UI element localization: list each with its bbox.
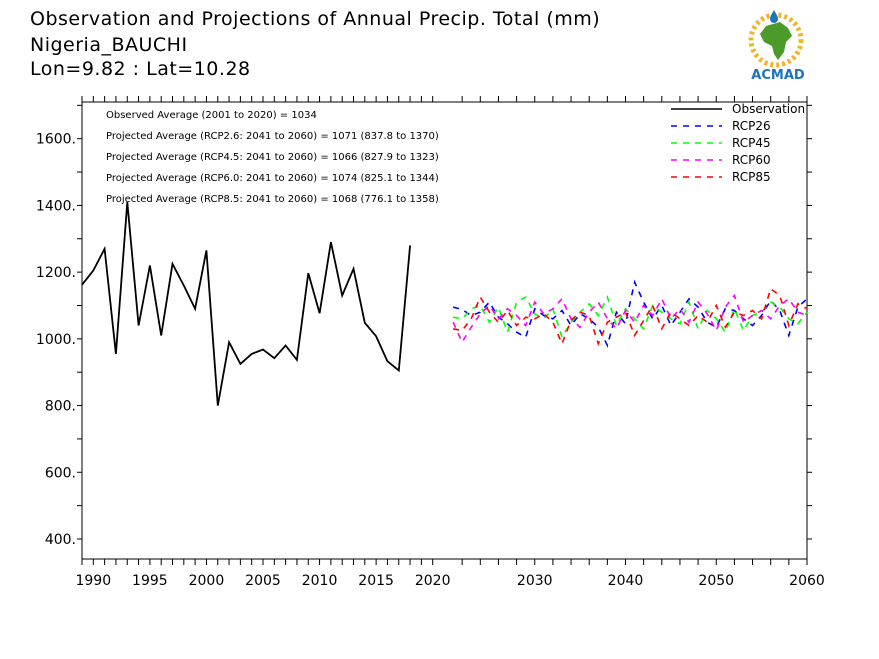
plot-frame xyxy=(81,101,808,560)
x-tick-label: 2000 xyxy=(189,573,225,589)
legend-label: RCP45 xyxy=(732,136,771,150)
chart-subtitle-coordinates: Lon=9.82 : Lat=10.28 xyxy=(30,58,251,80)
legend-label: Observation xyxy=(732,102,805,116)
average-annotation: Projected Average (RCP2.6: 2041 to 2060)… xyxy=(106,131,439,142)
y-tick-label: 400. xyxy=(45,532,76,548)
average-annotation: Projected Average (RCP8.5: 2041 to 2060)… xyxy=(106,194,439,205)
x-tick-label: 2015 xyxy=(358,573,394,589)
chart-subtitle-location: Nigeria_BAUCHI xyxy=(30,34,188,56)
legend-label: RCP85 xyxy=(732,170,771,184)
x-tick-label: 2050 xyxy=(698,573,734,589)
y-tick-label: 1000. xyxy=(36,332,76,348)
y-tick-label: 1400. xyxy=(36,198,76,214)
legend-label: RCP60 xyxy=(732,153,771,167)
average-annotation: Projected Average (RCP4.5: 2041 to 2060)… xyxy=(106,152,439,163)
x-tick-label: 2040 xyxy=(608,573,644,589)
y-tick-label: 1200. xyxy=(36,265,76,281)
y-tick-label: 800. xyxy=(45,399,76,415)
acmad-logo-text: ACMAD xyxy=(751,68,805,83)
average-annotation: Projected Average (RCP6.0: 2041 to 2060)… xyxy=(106,173,439,184)
x-tick-label: 2005 xyxy=(245,573,281,589)
x-tick-label: 2020 xyxy=(415,573,451,589)
chart-title: Observation and Projections of Annual Pr… xyxy=(30,8,601,30)
x-tick-label: 1995 xyxy=(132,573,168,589)
legend-label: RCP26 xyxy=(732,119,771,133)
x-tick-label: 2030 xyxy=(517,573,553,589)
y-tick-label: 1600. xyxy=(36,132,76,148)
x-tick-label: 2060 xyxy=(789,573,825,589)
x-tick-label: 2010 xyxy=(302,573,338,589)
series-line-rcp85 xyxy=(452,287,808,347)
series-line-observation xyxy=(81,202,411,406)
series-line-rcp60 xyxy=(452,293,808,344)
x-tick-label: 1990 xyxy=(75,573,111,589)
series-line-rcp26 xyxy=(452,279,808,348)
average-annotation: Observed Average (2001 to 2020) = 1034 xyxy=(106,110,317,121)
y-tick-label: 600. xyxy=(45,465,76,481)
acmad-logo: ACMAD xyxy=(748,10,805,83)
